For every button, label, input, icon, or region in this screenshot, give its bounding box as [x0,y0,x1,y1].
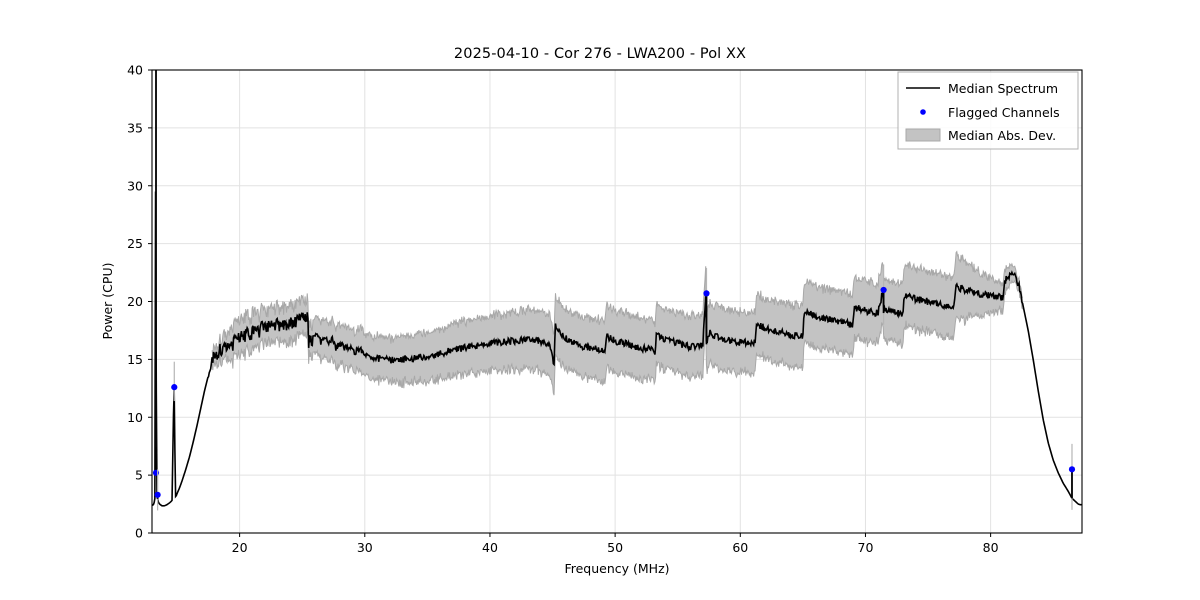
chart-title: 2025-04-10 - Cor 276 - LWA200 - Pol XX [453,46,747,62]
svg-text:80: 80 [983,540,999,555]
svg-text:20: 20 [232,540,248,555]
mad-lower-edge [211,279,1024,396]
legend-band-swatch [905,128,941,142]
svg-text:40: 40 [127,63,143,78]
svg-text:60: 60 [732,540,748,555]
x-axis-label: Frequency (MHz) [564,561,669,576]
legend: Median Spectrum Flagged Channels Median … [897,71,1079,150]
svg-text:25: 25 [127,236,143,251]
svg-text:30: 30 [127,178,143,193]
median-spectrum-group [152,191,1082,507]
legend-label-flagged-channels: Flagged Channels [948,105,1060,120]
flagged-channel-point [1068,466,1076,473]
mad-upper-edge [211,250,1024,356]
y-axis-label: Power (CPU) [100,263,115,340]
svg-text:15: 15 [127,352,143,367]
svg-text:70: 70 [858,540,874,555]
flagged-channel-point [880,286,887,294]
flagged-channel-point [171,384,178,391]
flagged-channel-point [154,491,161,498]
median-spectrum-line [152,191,1082,507]
x-axis-ticks: 20 30 40 50 60 70 80 [232,533,999,555]
svg-text:30: 30 [357,540,373,555]
legend-dot-swatch [920,109,926,115]
svg-text:50: 50 [607,540,623,555]
flagged-channel-point [703,290,710,297]
legend-label-median-abs-dev: Median Abs. Dev. [948,128,1056,143]
flagged-channels-group [152,70,1076,511]
legend-label-median-spectrum: Median Spectrum [948,81,1058,96]
svg-text:20: 20 [127,294,143,309]
svg-text:35: 35 [127,120,143,135]
svg-text:5: 5 [135,468,143,483]
y-axis-ticks: 0 5 10 15 20 25 30 35 40 [127,63,152,541]
svg-text:0: 0 [135,526,143,541]
svg-text:10: 10 [127,410,143,425]
svg-text:40: 40 [482,540,498,555]
